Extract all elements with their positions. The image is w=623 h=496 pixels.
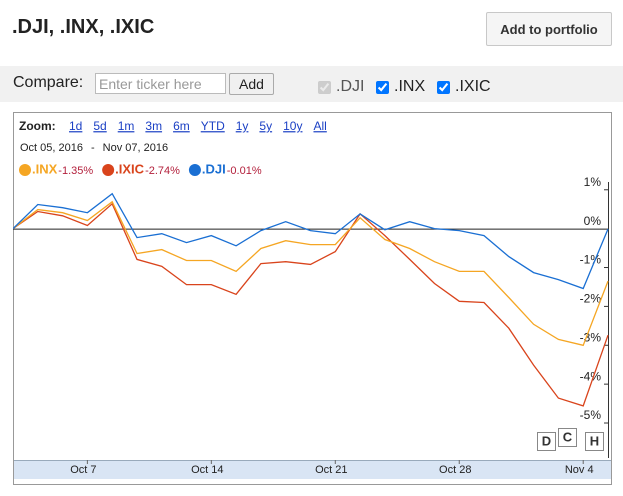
date-range: - [91,142,95,154]
legend-name: .DJI [202,161,226,176]
checkbox[interactable] [318,80,331,94]
checkbox-label: .IXIC [455,78,491,95]
compare-checkbox[interactable]: .DJI [318,78,364,96]
legend-change: -0.01% [227,165,262,177]
x-tick-label: Oct 7 [70,464,96,476]
zoom-option[interactable]: 5d [93,119,106,133]
checkbox-label: .INX [394,78,426,95]
zoom-option[interactable]: 5y [259,119,272,133]
x-tick-label: Oct 21 [315,464,347,476]
y-tick-label: 0% [584,214,602,228]
chart-button-label[interactable]: C [563,429,573,444]
series-line [13,192,609,290]
chart-button[interactable] [537,432,556,451]
series-line [13,202,609,407]
chart-button[interactable] [558,428,577,447]
zoom-option[interactable]: 1d [69,119,82,133]
date-range: Oct 05, 2016 [20,142,83,154]
chart-button[interactable] [585,432,604,451]
y-tick-label: -1% [580,253,602,267]
plot-area [13,192,609,407]
checkbox-label: .DJI [336,78,365,95]
legend-change: -2.74% [145,165,180,177]
zoom-option[interactable]: 3m [145,119,162,133]
series-line [13,200,609,347]
y-tick-label: -4% [580,369,602,383]
zoom-option[interactable]: 6m [173,119,190,133]
zoom-label: Zoom: [19,119,56,133]
compare-checkbox[interactable]: .IXIC [437,78,491,96]
zoom-option[interactable]: 1m [118,119,135,133]
legend-dot [188,164,201,176]
chart-button-label[interactable]: D [542,433,551,448]
x-tick-label: Oct 28 [439,464,471,476]
x-tick-label: Nov 4 [565,464,594,476]
page-title: .DJI, .INX, .IXIC [12,16,155,38]
checkbox[interactable] [376,80,389,94]
x-axis-band [14,460,611,479]
legend-name: .IXIC [115,161,145,176]
zoom-option[interactable]: 10y [283,119,302,133]
ticker-input[interactable] [95,73,226,94]
x-tick-label: Oct 14 [191,464,223,476]
date-range: Nov 07, 2016 [103,142,168,154]
legend-name: .INX [32,161,58,176]
legend-change: -1.35% [58,165,93,177]
zoom-option[interactable]: YTD [201,119,225,133]
chart-frame [13,112,612,485]
y-tick-label: -5% [580,408,602,422]
legend-dot [102,164,115,176]
compare-label: Compare: [13,74,84,91]
chart-button-label[interactable]: H [590,433,599,448]
y-tick-label: -3% [580,330,602,344]
zoom-option[interactable]: All [313,119,326,133]
zoom-option[interactable]: 1y [236,119,249,133]
y-tick-label: 1% [584,175,602,189]
add-to-portfolio-button[interactable]: Add to portfolio [486,12,612,46]
add-button[interactable]: Add [229,73,274,95]
y-tick-label: -2% [580,292,602,306]
compare-checkbox[interactable]: .INX [376,78,425,96]
checkbox[interactable] [437,80,450,94]
legend-dot [19,164,31,176]
